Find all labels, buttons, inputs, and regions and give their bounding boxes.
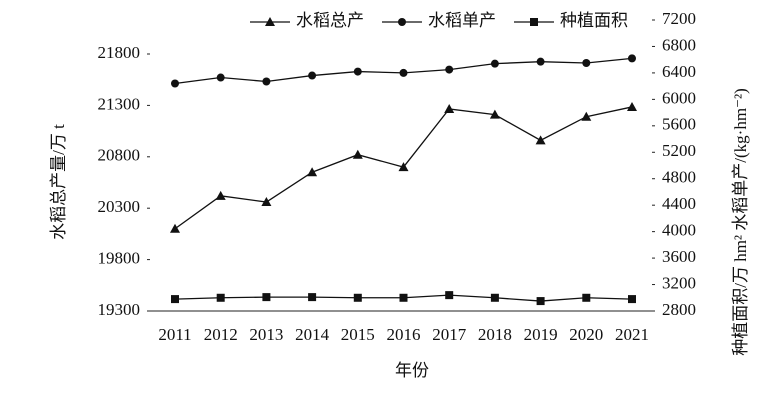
y2-tick-label: 6000 bbox=[662, 88, 696, 107]
marker bbox=[582, 293, 591, 302]
y2-tick-label: 7200 bbox=[662, 9, 696, 28]
marker bbox=[628, 295, 636, 304]
marker bbox=[262, 293, 271, 302]
y2-tick-label: 4400 bbox=[662, 194, 696, 213]
y2-tick-label: 4000 bbox=[662, 221, 696, 240]
marker bbox=[530, 18, 538, 26]
marker bbox=[445, 65, 454, 74]
marker bbox=[265, 17, 275, 26]
y-tick-label: 21800 bbox=[98, 43, 141, 62]
x-tick-label: 2019 bbox=[524, 325, 558, 344]
x-tick-label: 2020 bbox=[569, 325, 603, 344]
marker bbox=[308, 293, 317, 302]
y2-tick-label: 6800 bbox=[662, 35, 696, 54]
marker bbox=[353, 293, 362, 302]
y-tick-label: 19300 bbox=[98, 300, 141, 319]
marker bbox=[628, 54, 636, 63]
x-tick-label: 2014 bbox=[295, 325, 330, 344]
marker bbox=[262, 77, 271, 86]
marker bbox=[536, 57, 545, 66]
marker bbox=[216, 73, 225, 82]
x-tick-label: 2012 bbox=[204, 325, 238, 344]
x-tick-label: 2017 bbox=[432, 325, 467, 344]
marker bbox=[627, 101, 637, 111]
y2-tick-label: 6400 bbox=[662, 62, 696, 81]
marker bbox=[307, 167, 318, 177]
y2-tick-label: 4800 bbox=[662, 168, 696, 187]
marker bbox=[308, 71, 317, 80]
y2-tick-label: 5600 bbox=[662, 115, 696, 134]
y2-tick-label: 3600 bbox=[662, 247, 696, 266]
marker bbox=[170, 223, 180, 233]
y2-tick-label: 2800 bbox=[662, 300, 696, 319]
legend-label: 水稻总产 bbox=[296, 11, 364, 30]
legend-label: 水稻单产 bbox=[428, 11, 496, 30]
marker bbox=[215, 190, 226, 200]
x-tick-label: 2016 bbox=[387, 325, 421, 344]
x-tick-label: 2018 bbox=[478, 325, 512, 344]
marker bbox=[582, 58, 591, 67]
marker bbox=[171, 79, 179, 88]
marker bbox=[261, 197, 272, 207]
x-axis-label: 年份 bbox=[395, 361, 429, 380]
marker bbox=[352, 149, 363, 159]
x-tick-label: 2015 bbox=[341, 325, 375, 344]
marker bbox=[398, 162, 409, 172]
y-tick-label: 21300 bbox=[98, 94, 141, 113]
marker bbox=[581, 111, 592, 121]
marker bbox=[489, 109, 500, 119]
marker bbox=[535, 135, 546, 145]
marker bbox=[490, 59, 499, 68]
marker bbox=[536, 297, 545, 306]
y-tick-label: 20300 bbox=[98, 197, 141, 216]
marker bbox=[444, 103, 455, 113]
x-tick-label: 2021 bbox=[615, 325, 649, 344]
y-tick-label: 20800 bbox=[98, 146, 141, 165]
legend-label: 种植面积 bbox=[560, 11, 628, 30]
marker bbox=[490, 293, 499, 302]
marker bbox=[398, 18, 406, 26]
y2-tick-label: 5200 bbox=[662, 141, 696, 160]
x-tick-label: 2013 bbox=[249, 325, 283, 344]
marker bbox=[399, 293, 408, 302]
marker bbox=[353, 67, 362, 76]
y2-axis-label: 种植面积/万 hm² 水稻单产/(kg·hm⁻²) bbox=[731, 88, 750, 356]
marker bbox=[216, 293, 225, 302]
y-axis-label: 水稻总产量/万 t bbox=[49, 124, 68, 240]
marker bbox=[445, 291, 454, 300]
y-tick-label: 19800 bbox=[98, 249, 141, 268]
marker bbox=[171, 295, 179, 304]
marker bbox=[399, 68, 408, 77]
y2-tick-label: 3200 bbox=[662, 273, 696, 292]
x-tick-label: 2011 bbox=[158, 325, 191, 344]
